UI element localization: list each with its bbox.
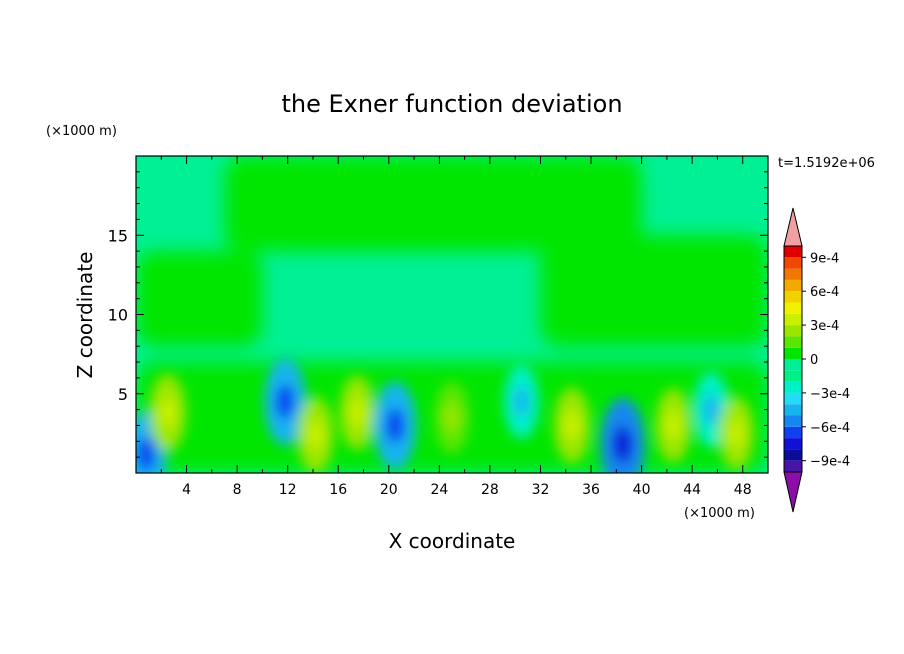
colorbar-extend-low [783, 471, 803, 513]
y-axis-label: Z coordinate [73, 252, 97, 379]
colorbar-seg-10 [784, 359, 802, 371]
x-tick-label-32: 32 [532, 482, 550, 498]
region-right-green-band [540, 235, 768, 347]
colorbar-seg-2 [784, 449, 802, 461]
colorbar-seg-14 [784, 313, 802, 326]
colorbar-seg-18 [784, 268, 802, 280]
field-feature-core-8 [513, 386, 530, 417]
colorbar-seg-16 [784, 291, 802, 303]
colorbar-seg-11 [784, 347, 802, 359]
region-left-green-band [136, 251, 263, 347]
colorbar-seg-19 [784, 257, 802, 269]
x-tick-label-44: 44 [683, 482, 701, 498]
field-feature-core-5 [349, 397, 366, 428]
x-tick-label-36: 36 [582, 482, 600, 498]
colorbar-seg-9 [784, 370, 802, 382]
time-label: t=1.5192e+06 [778, 156, 875, 171]
colorbar-tick-label-1: 6e-4 [810, 285, 839, 300]
colorbar-seg-6 [784, 404, 802, 416]
colorbar-seg-12 [784, 336, 802, 348]
x-units-label: (×1000 m) [684, 506, 755, 521]
x-tick-label-8: 8 [233, 482, 242, 498]
field-feature-core-2 [159, 397, 176, 429]
field-feature-core-4 [307, 419, 324, 451]
x-tick-label-48: 48 [734, 482, 752, 498]
colorbar-seg-15 [784, 302, 802, 314]
plot-area [136, 156, 768, 473]
x-tick-label-20: 20 [380, 482, 398, 498]
x-tick-label-24: 24 [430, 482, 448, 498]
colorbar-tick-label-0: 9e-4 [810, 251, 839, 266]
colorbar-seg-13 [784, 325, 802, 337]
y-units-label: (×1000 m) [46, 124, 117, 139]
field-feature-core-10 [612, 425, 633, 464]
colorbar-seg-3 [784, 438, 802, 450]
colorbar-tick-label-3: 0 [810, 353, 818, 368]
field-feature-core-6 [385, 407, 405, 444]
region-upper-green-band [224, 156, 642, 252]
field-feature-core-12 [703, 394, 720, 425]
colorbar-seg-1 [784, 460, 802, 472]
y-tick-label-15: 15 [108, 226, 128, 245]
field-features [136, 358, 754, 473]
y-tick-label-5: 5 [118, 385, 128, 404]
field-feature-core-7 [444, 403, 460, 432]
x-tick-label-12: 12 [279, 482, 297, 498]
field-feature-core-13 [728, 418, 745, 448]
x-tick-label-40: 40 [633, 482, 651, 498]
colorbar-seg-17 [784, 279, 802, 292]
colorbar-extend-high [783, 207, 803, 247]
chart-title: the Exner function deviation [281, 90, 622, 118]
colorbar-tick-label-5: −6e-4 [810, 421, 850, 436]
field-feature-core-1 [136, 436, 156, 472]
colorbar-tick-label-4: −3e-4 [810, 387, 850, 402]
colorbar-seg-7 [784, 392, 802, 405]
x-tick-label-16: 16 [329, 482, 347, 498]
x-tick-label-4: 4 [182, 482, 191, 498]
field-feature-core-3 [275, 384, 295, 420]
colorbar-seg-5 [784, 415, 802, 427]
field-feature-core-11 [665, 410, 682, 441]
colorbar-seg-20 [784, 246, 802, 258]
x-axis-label: X coordinate [389, 529, 516, 553]
x-tick-label-28: 28 [481, 482, 499, 498]
colorbar-seg-4 [784, 426, 802, 439]
x-axis: 4 8 12 16 20 24 28 32 36 40 44 48 [160, 156, 752, 498]
colorbar: 9e-4 6e-4 3e-4 0 −3e-4 −6e-4 −9e-4 [783, 207, 850, 513]
field-feature-core-9 [563, 410, 581, 441]
colorbar-seg-8 [784, 381, 802, 393]
colorbar-tick-label-6: −9e-4 [810, 455, 850, 470]
colorbar-tick-label-2: 3e-4 [810, 319, 839, 334]
y-tick-label-10: 10 [108, 306, 128, 325]
y-axis: 5 10 15 [108, 171, 768, 458]
